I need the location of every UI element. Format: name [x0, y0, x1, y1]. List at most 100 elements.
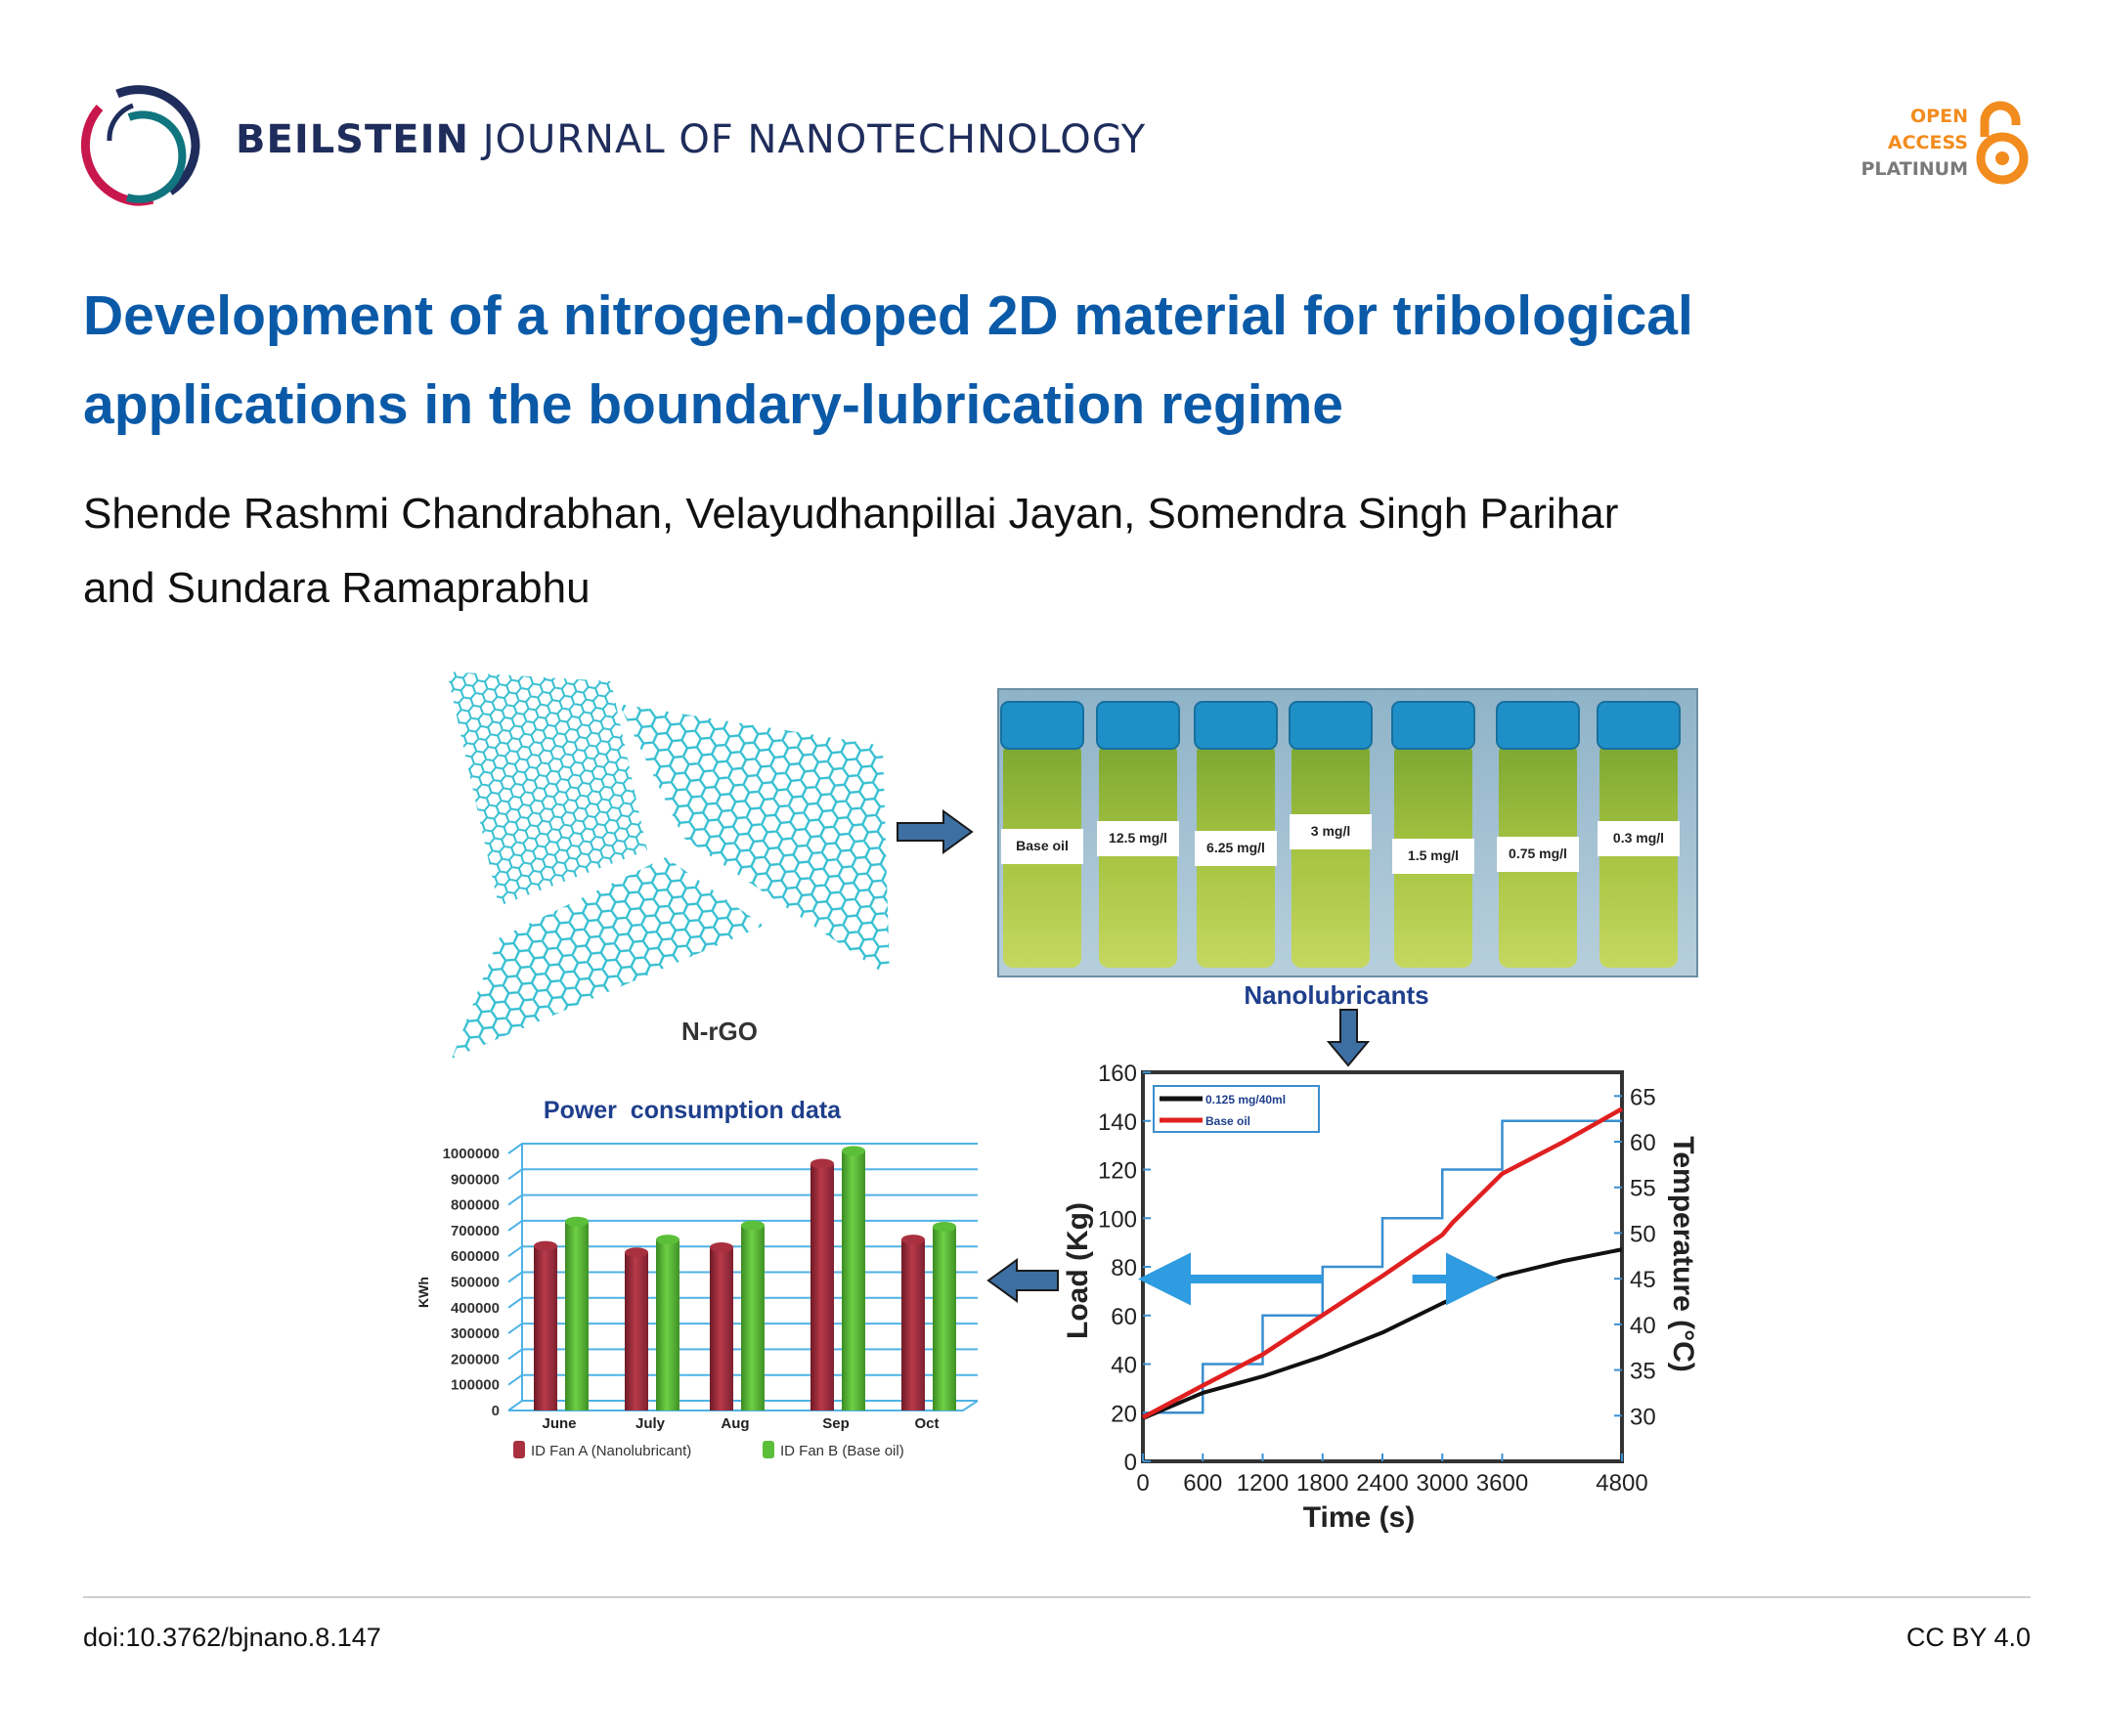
- bar-fan-a: [901, 1239, 925, 1410]
- doi-link[interactable]: doi:10.3762/bjnano.8.147: [83, 1623, 381, 1652]
- license-link[interactable]: CC BY 4.0: [1905, 1623, 2031, 1652]
- authors-line2: and Sundara Ramaprabhu: [83, 564, 591, 612]
- vial-cap: [1000, 701, 1084, 750]
- y-tick-label: 120: [1098, 1158, 1137, 1185]
- bar-ytick-label: 800000: [451, 1197, 500, 1214]
- y2-tick-label: 55: [1630, 1176, 1656, 1202]
- y2-tick-label: 35: [1630, 1359, 1656, 1385]
- bar-category-label: June: [542, 1415, 576, 1432]
- vial-cap: [1391, 701, 1475, 750]
- x-tick-label: 2400: [1356, 1470, 1408, 1497]
- article-title: Development of a nitrogen-doped 2D mater…: [83, 272, 2038, 450]
- bar-fan-b: [656, 1239, 679, 1410]
- bar-ytick-label: 300000: [451, 1325, 500, 1342]
- x-tick-label: 0: [1136, 1470, 1149, 1497]
- bar-legend-swatch: [763, 1441, 774, 1458]
- vial-label-bg: [1497, 837, 1579, 872]
- bar-top: [810, 1158, 834, 1169]
- line-legend-label: Base oil: [1205, 1114, 1250, 1128]
- arrow-right-icon: [897, 809, 974, 854]
- bar-chart-title: Power consumption data: [544, 1097, 842, 1124]
- load-step-line: [1143, 1119, 1622, 1414]
- bar-fan-b: [933, 1226, 956, 1410]
- vial-label: Base oil: [1016, 838, 1069, 853]
- graphene-sheet-1: [447, 672, 647, 906]
- line-legend-box: [1153, 1085, 1320, 1133]
- bar-ytick-label: 700000: [451, 1223, 500, 1239]
- open-access-line3: PLATINUM: [1861, 158, 1968, 180]
- bar-category-label: Oct: [914, 1415, 939, 1432]
- vial: [1292, 743, 1370, 968]
- bar-ytick-label: 400000: [451, 1300, 500, 1317]
- x-tick-label: 3000: [1417, 1470, 1468, 1497]
- bar-top: [534, 1240, 557, 1251]
- bar-fan-b: [741, 1225, 765, 1410]
- vial-label-bg: [1392, 839, 1474, 874]
- bar-top: [933, 1221, 956, 1232]
- journal-name-bold: BEILSTEIN: [236, 117, 469, 162]
- bar-category-label: Sep: [822, 1415, 850, 1432]
- bar-fan-b: [565, 1221, 589, 1410]
- vial-label: 3 mg/l: [1311, 823, 1350, 839]
- bar-gridline: [507, 1168, 978, 1181]
- bar-top: [842, 1146, 865, 1156]
- vial-label-bg: [1001, 829, 1083, 864]
- y2-tick-label: 50: [1630, 1221, 1656, 1247]
- vial-cap: [1194, 701, 1278, 750]
- bar-top: [625, 1247, 648, 1258]
- vial-label: 1.5 mg/l: [1408, 847, 1459, 863]
- bar-top: [656, 1235, 679, 1245]
- open-lock-icon: [1976, 101, 2029, 185]
- vial-label: 12.5 mg/l: [1109, 830, 1167, 846]
- bar-ytick-label: 100000: [451, 1377, 500, 1394]
- vial-label-bg: [1195, 831, 1277, 866]
- bar-fan-a: [625, 1252, 648, 1410]
- bar-top: [741, 1220, 765, 1231]
- y-tick-label: 40: [1111, 1353, 1137, 1379]
- bar-ytick-label: 600000: [451, 1248, 500, 1265]
- y-tick-label: 20: [1111, 1401, 1137, 1427]
- y-tick-label: 140: [1098, 1109, 1137, 1136]
- article-title-line1: Development of a nitrogen-doped 2D mater…: [83, 284, 1693, 347]
- y-tick-label: 60: [1111, 1304, 1137, 1330]
- x-tick-label: 4800: [1596, 1470, 1647, 1497]
- beilstein-logo-icon: [80, 85, 200, 206]
- vial-cap: [1096, 701, 1180, 750]
- article-title-line2: applications in the boundary-lubrication…: [83, 373, 1343, 436]
- line-chart-ylabel: Load (Kg): [1062, 1202, 1094, 1339]
- bar-chart-ylabel: KWh: [416, 1277, 431, 1308]
- bar-ytick-label: 0: [492, 1403, 500, 1419]
- line-chart-xlabel: Time (s): [1303, 1501, 1415, 1534]
- y-tick-label: 80: [1111, 1255, 1137, 1281]
- graphene-sheet-3: [452, 857, 764, 1059]
- bar-legend-label: ID Fan B (Base oil): [780, 1443, 904, 1459]
- bar-legend-label: ID Fan A (Nanolubricant): [531, 1443, 691, 1459]
- bar-ytick-label: 900000: [451, 1171, 500, 1188]
- y-tick-label: 100: [1098, 1206, 1137, 1233]
- bar-ytick-label: 1000000: [443, 1146, 500, 1162]
- vial-label-bg: [1290, 814, 1372, 849]
- bar-fan-a: [710, 1246, 733, 1410]
- x-tick-label: 3600: [1476, 1470, 1528, 1497]
- journal-name: BEILSTEIN JOURNAL OF NANOTECHNOLOGY: [236, 117, 1146, 162]
- bar-legend-swatch: [513, 1441, 525, 1458]
- bar-ytick-label: 500000: [451, 1275, 500, 1291]
- authors-line1: Shende Rashmi Chandrabhan, Velayudhanpil…: [83, 490, 1619, 538]
- vial-label: 0.75 mg/l: [1509, 846, 1567, 861]
- bar-fan-a: [810, 1163, 834, 1410]
- bar-fan-b: [842, 1150, 865, 1410]
- y-tick-label: 0: [1124, 1450, 1137, 1476]
- vial-label: 6.25 mg/l: [1206, 840, 1265, 855]
- power-consumption-chart: Power consumption data KWh 0 100000 200000…: [416, 1097, 979, 1459]
- x-tick-label: 600: [1183, 1470, 1222, 1497]
- vial-label-bg: [1097, 821, 1179, 856]
- bar-top: [565, 1216, 589, 1227]
- x-tick-label: 1800: [1296, 1470, 1348, 1497]
- x-tick-label: 1200: [1237, 1470, 1289, 1497]
- nanolubricants-label: Nanolubricants: [1244, 980, 1428, 1010]
- arrow-down-icon: [1326, 1009, 1371, 1067]
- bar-top: [710, 1241, 733, 1252]
- bar-category-label: July: [635, 1415, 666, 1432]
- journal-name-rest: JOURNAL OF NANOTECHNOLOGY: [482, 117, 1147, 162]
